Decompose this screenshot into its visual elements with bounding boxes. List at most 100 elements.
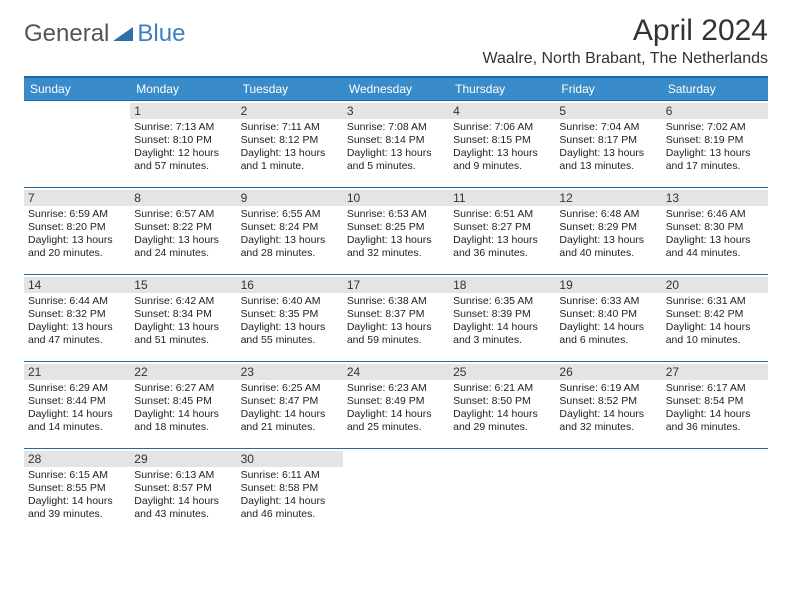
sun-info-line: and 21 minutes.	[241, 421, 339, 434]
calendar-cell: 4 Sunrise: 7:06 AMSunset: 8:15 PMDaylight…	[449, 101, 555, 187]
sun-info-line: Daylight: 13 hours	[241, 147, 339, 160]
sun-info-line: Sunset: 8:35 PM	[241, 308, 339, 321]
sun-info-line: Sunset: 8:50 PM	[453, 395, 551, 408]
sun-info-line: Daylight: 13 hours	[28, 234, 126, 247]
day-header: Saturday	[662, 78, 768, 100]
sun-info-line: and 9 minutes.	[453, 160, 551, 173]
calendar-cell: 1Sunrise: 7:13 AMSunset: 8:10 PMDaylight…	[130, 101, 236, 187]
day-number: 12	[555, 190, 661, 206]
sun-info-line: Daylight: 14 hours	[559, 321, 657, 334]
calendar-cell: 20Sunrise: 6:31 AMSunset: 8:42 PMDayligh…	[662, 275, 768, 361]
day-number: 3	[343, 103, 449, 119]
sun-info-line: Daylight: 13 hours	[347, 234, 445, 247]
sun-info-line: Daylight: 13 hours	[453, 234, 551, 247]
sun-info-line: Sunset: 8:25 PM	[347, 221, 445, 234]
calendar-cell: 13Sunrise: 6:46 AMSunset: 8:30 PMDayligh…	[662, 188, 768, 274]
week-row: 1Sunrise: 7:13 AMSunset: 8:10 PMDaylight…	[24, 100, 768, 187]
sun-info-line: Daylight: 13 hours	[28, 321, 126, 334]
sun-info-line: Sunset: 8:34 PM	[134, 308, 232, 321]
calendar-cell: 25Sunrise: 6:21 AMSunset: 8:50 PMDayligh…	[449, 362, 555, 448]
sun-info-line: Sunset: 8:27 PM	[453, 221, 551, 234]
calendar-cell: 17Sunrise: 6:38 AMSunset: 8:37 PMDayligh…	[343, 275, 449, 361]
sun-info-line: Sunset: 8:40 PM	[559, 308, 657, 321]
calendar-cell	[662, 449, 768, 535]
sun-info-line: Sunset: 8:39 PM	[453, 308, 551, 321]
sun-info-line: and 36 minutes.	[666, 421, 764, 434]
day-number: 20	[662, 277, 768, 293]
day-number: 24	[343, 364, 449, 380]
sun-info-line: Sunset: 8:55 PM	[28, 482, 126, 495]
sun-info-line: Sunset: 8:45 PM	[134, 395, 232, 408]
sun-info-line: Daylight: 14 hours	[559, 408, 657, 421]
sun-info-line: Daylight: 14 hours	[241, 495, 339, 508]
sun-info-line: Sunrise: 6:38 AM	[347, 295, 445, 308]
calendar-cell: 12 Sunrise: 6:48 AMSunset: 8:29 PMDayligh…	[555, 188, 661, 274]
sun-info-line: Sunrise: 6:48 AM	[559, 208, 657, 221]
calendar-cell: 21Sunrise: 6:29 AMSunset: 8:44 PMDayligh…	[24, 362, 130, 448]
sun-info-line: Daylight: 13 hours	[347, 147, 445, 160]
sun-info-line: Sunset: 8:19 PM	[666, 134, 764, 147]
sun-info-line: and 17 minutes.	[666, 160, 764, 173]
sun-info-line: and 47 minutes.	[28, 334, 126, 347]
sun-info-line: Sunset: 8:44 PM	[28, 395, 126, 408]
day-number: 8	[130, 190, 236, 206]
sun-info-line: and 46 minutes.	[241, 508, 339, 521]
sun-info-line: and 44 minutes.	[666, 247, 764, 260]
sun-info-line: and 5 minutes.	[347, 160, 445, 173]
sun-info-line: Sunrise: 6:42 AM	[134, 295, 232, 308]
day-number: 4	[449, 103, 555, 119]
day-number: 29	[130, 451, 236, 467]
day-number: 7	[24, 190, 130, 206]
sun-info-line: Sunrise: 6:51 AM	[453, 208, 551, 221]
sun-info-line: and 25 minutes.	[347, 421, 445, 434]
sun-info-line: and 1 minute.	[241, 160, 339, 173]
day-number: 23	[237, 364, 343, 380]
sun-info-line: Daylight: 13 hours	[453, 147, 551, 160]
calendar-cell: 27Sunrise: 6:17 AMSunset: 8:54 PMDayligh…	[662, 362, 768, 448]
day-number: 13	[662, 190, 768, 206]
sun-info-line: Daylight: 13 hours	[666, 234, 764, 247]
calendar-cell: 29Sunrise: 6:13 AMSunset: 8:57 PMDayligh…	[130, 449, 236, 535]
sun-info-line: Sunset: 8:54 PM	[666, 395, 764, 408]
sun-info-line: Sunset: 8:17 PM	[559, 134, 657, 147]
month-title: April 2024	[483, 14, 768, 48]
sun-info-line: Sunrise: 6:15 AM	[28, 469, 126, 482]
week-row: 14Sunrise: 6:44 AMSunset: 8:32 PMDayligh…	[24, 274, 768, 361]
sun-info-line: Sunrise: 7:11 AM	[241, 121, 339, 134]
sun-info-line: Daylight: 14 hours	[241, 408, 339, 421]
day-number: 14	[24, 277, 130, 293]
calendar: SundayMondayTuesdayWednesdayThursdayFrid…	[24, 76, 768, 535]
sun-info-line: Sunset: 8:15 PM	[453, 134, 551, 147]
sun-info-line: Daylight: 13 hours	[666, 147, 764, 160]
calendar-cell	[343, 449, 449, 535]
day-number: 2	[237, 103, 343, 119]
sun-info-line: Sunset: 8:29 PM	[559, 221, 657, 234]
calendar-cell: 16Sunrise: 6:40 AMSunset: 8:35 PMDayligh…	[237, 275, 343, 361]
sun-info-line: and 10 minutes.	[666, 334, 764, 347]
sun-info-line: Sunrise: 6:27 AM	[134, 382, 232, 395]
sun-info-line: and 29 minutes.	[453, 421, 551, 434]
calendar-cell: 24Sunrise: 6:23 AMSunset: 8:49 PMDayligh…	[343, 362, 449, 448]
calendar-cell: 2Sunrise: 7:11 AMSunset: 8:12 PMDaylight…	[237, 101, 343, 187]
day-number: 18	[449, 277, 555, 293]
calendar-cell: 28Sunrise: 6:15 AMSunset: 8:55 PMDayligh…	[24, 449, 130, 535]
sun-info-line: Sunrise: 6:21 AM	[453, 382, 551, 395]
calendar-cell: 26Sunrise: 6:19 AMSunset: 8:52 PMDayligh…	[555, 362, 661, 448]
sun-info-line: Daylight: 14 hours	[666, 408, 764, 421]
sun-info-line: Daylight: 13 hours	[559, 234, 657, 247]
sun-info-line: and 43 minutes.	[134, 508, 232, 521]
sun-info-line: and 59 minutes.	[347, 334, 445, 347]
sun-info-line: Sunrise: 7:08 AM	[347, 121, 445, 134]
sun-info-line: Sunrise: 7:04 AM	[559, 121, 657, 134]
day-number: 1	[130, 103, 236, 119]
sun-info-line: Sunrise: 6:29 AM	[28, 382, 126, 395]
day-number: 28	[24, 451, 130, 467]
sun-info-line: Sunset: 8:10 PM	[134, 134, 232, 147]
sun-info-line: Sunrise: 7:06 AM	[453, 121, 551, 134]
day-number: 25	[449, 364, 555, 380]
day-number: 17	[343, 277, 449, 293]
sun-info-line: Daylight: 13 hours	[347, 321, 445, 334]
sun-info-line: Sunrise: 6:31 AM	[666, 295, 764, 308]
sun-info-line: Sunrise: 6:44 AM	[28, 295, 126, 308]
sun-info-line: and 32 minutes.	[559, 421, 657, 434]
